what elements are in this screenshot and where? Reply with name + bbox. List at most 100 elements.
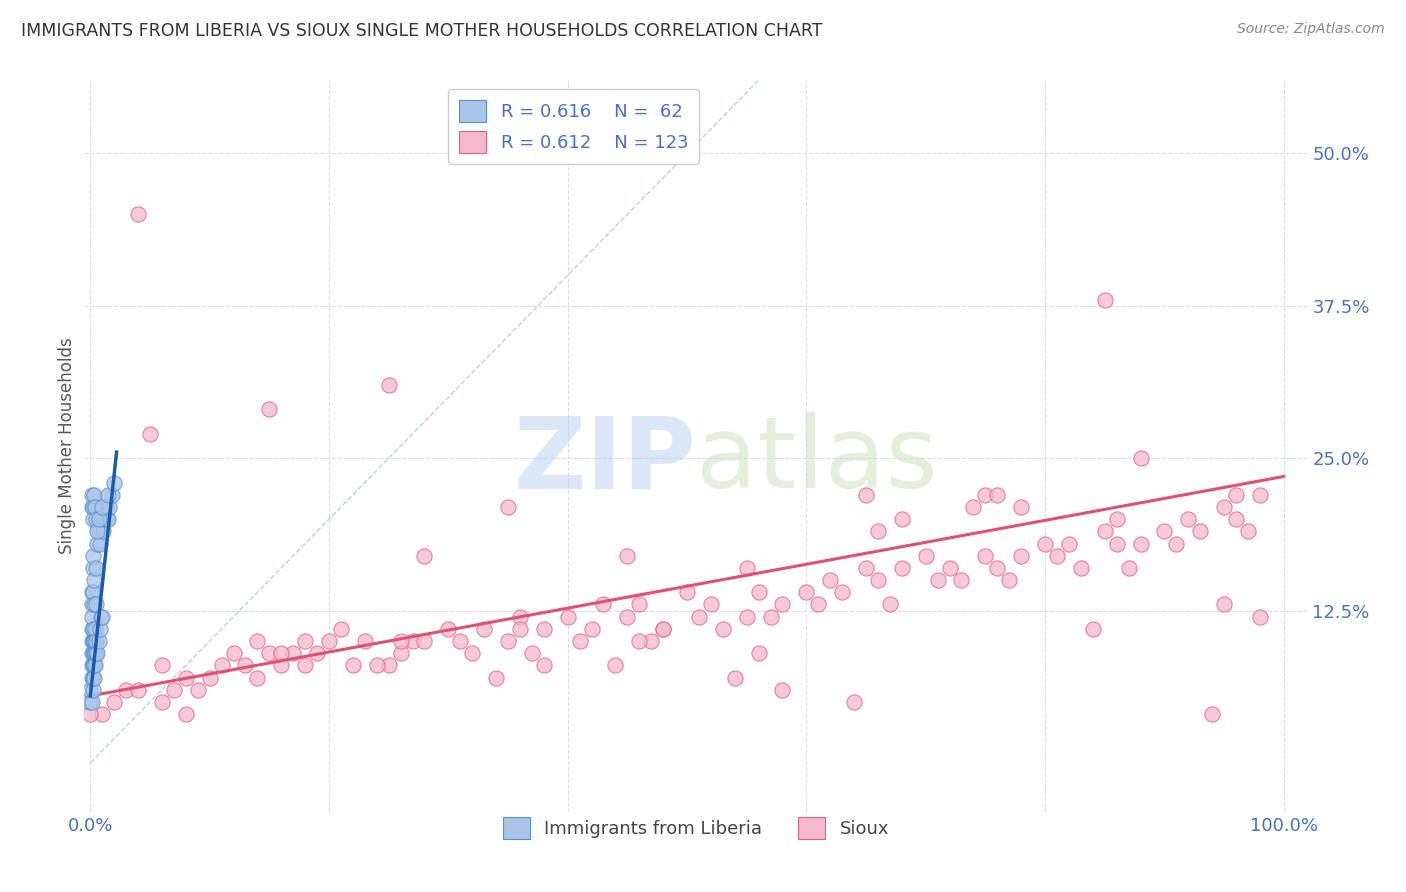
Point [150, 658, 173, 673]
Point [90, 609, 112, 624]
Point [759, 609, 782, 624]
Point [628, 598, 651, 612]
Point [605, 658, 627, 673]
Point [307, 646, 329, 660]
Point [83, 488, 105, 502]
Point [533, 658, 555, 673]
Point [353, 634, 375, 648]
Point [283, 646, 305, 660]
Point [509, 622, 531, 636]
Point [652, 622, 675, 636]
Point [318, 634, 340, 648]
Point [174, 671, 197, 685]
Point [1213, 598, 1236, 612]
Point [94, 500, 117, 514]
Point [82, 512, 104, 526]
Point [652, 622, 675, 636]
Point [83, 598, 105, 612]
Point [79, 695, 101, 709]
Point [82, 622, 104, 636]
Point [84, 634, 107, 648]
Point [82, 634, 104, 648]
Point [86, 646, 108, 660]
Point [80, 488, 103, 502]
Point [831, 585, 853, 599]
Point [91, 512, 114, 526]
Point [1033, 536, 1056, 550]
Point [89, 536, 111, 550]
Point [270, 646, 292, 660]
Point [101, 488, 124, 502]
Text: atlas: atlas [696, 412, 938, 509]
Point [1057, 536, 1080, 550]
Point [1201, 707, 1223, 722]
Point [938, 561, 960, 575]
Point [1213, 500, 1236, 514]
Point [246, 671, 269, 685]
Point [84, 512, 107, 526]
Point [83, 573, 105, 587]
Point [616, 549, 638, 563]
Point [1249, 609, 1271, 624]
Point [174, 707, 197, 722]
Point [80, 598, 103, 612]
Point [842, 695, 865, 709]
Point [163, 682, 186, 697]
Text: ZIP: ZIP [513, 412, 696, 509]
Point [79, 707, 101, 722]
Point [91, 500, 114, 514]
Point [772, 598, 794, 612]
Point [1105, 512, 1128, 526]
Point [80, 658, 103, 673]
Point [82, 585, 104, 599]
Point [82, 682, 104, 697]
Point [568, 634, 591, 648]
Point [187, 682, 209, 697]
Point [1081, 622, 1104, 636]
Point [890, 561, 912, 575]
Point [246, 634, 269, 648]
Point [80, 622, 103, 636]
Point [724, 671, 747, 685]
Point [84, 622, 107, 636]
Point [86, 536, 108, 550]
Point [84, 634, 107, 648]
Text: Source: ZipAtlas.com: Source: ZipAtlas.com [1237, 22, 1385, 37]
Point [198, 671, 221, 685]
Point [84, 646, 107, 660]
Point [401, 634, 423, 648]
Legend: Immigrants from Liberia, Sioux: Immigrants from Liberia, Sioux [495, 810, 897, 847]
Point [496, 634, 519, 648]
Point [413, 634, 436, 648]
Point [127, 207, 149, 221]
Point [1225, 512, 1247, 526]
Point [413, 549, 436, 563]
Point [866, 524, 889, 539]
Point [676, 585, 699, 599]
Point [1094, 524, 1116, 539]
Point [80, 695, 103, 709]
Point [82, 561, 104, 575]
Point [711, 622, 734, 636]
Point [616, 609, 638, 624]
Point [772, 682, 794, 697]
Point [294, 658, 316, 673]
Point [103, 695, 125, 709]
Point [1166, 536, 1188, 550]
Point [927, 573, 949, 587]
Point [211, 658, 233, 673]
Point [83, 658, 105, 673]
Point [557, 609, 579, 624]
Point [962, 500, 984, 514]
Point [89, 622, 111, 636]
Point [688, 609, 710, 624]
Point [127, 682, 149, 697]
Point [748, 646, 770, 660]
Point [974, 549, 997, 563]
Point [1153, 524, 1175, 539]
Point [377, 658, 399, 673]
Point [1010, 549, 1032, 563]
Point [83, 671, 105, 685]
Point [640, 634, 662, 648]
Point [139, 426, 162, 441]
